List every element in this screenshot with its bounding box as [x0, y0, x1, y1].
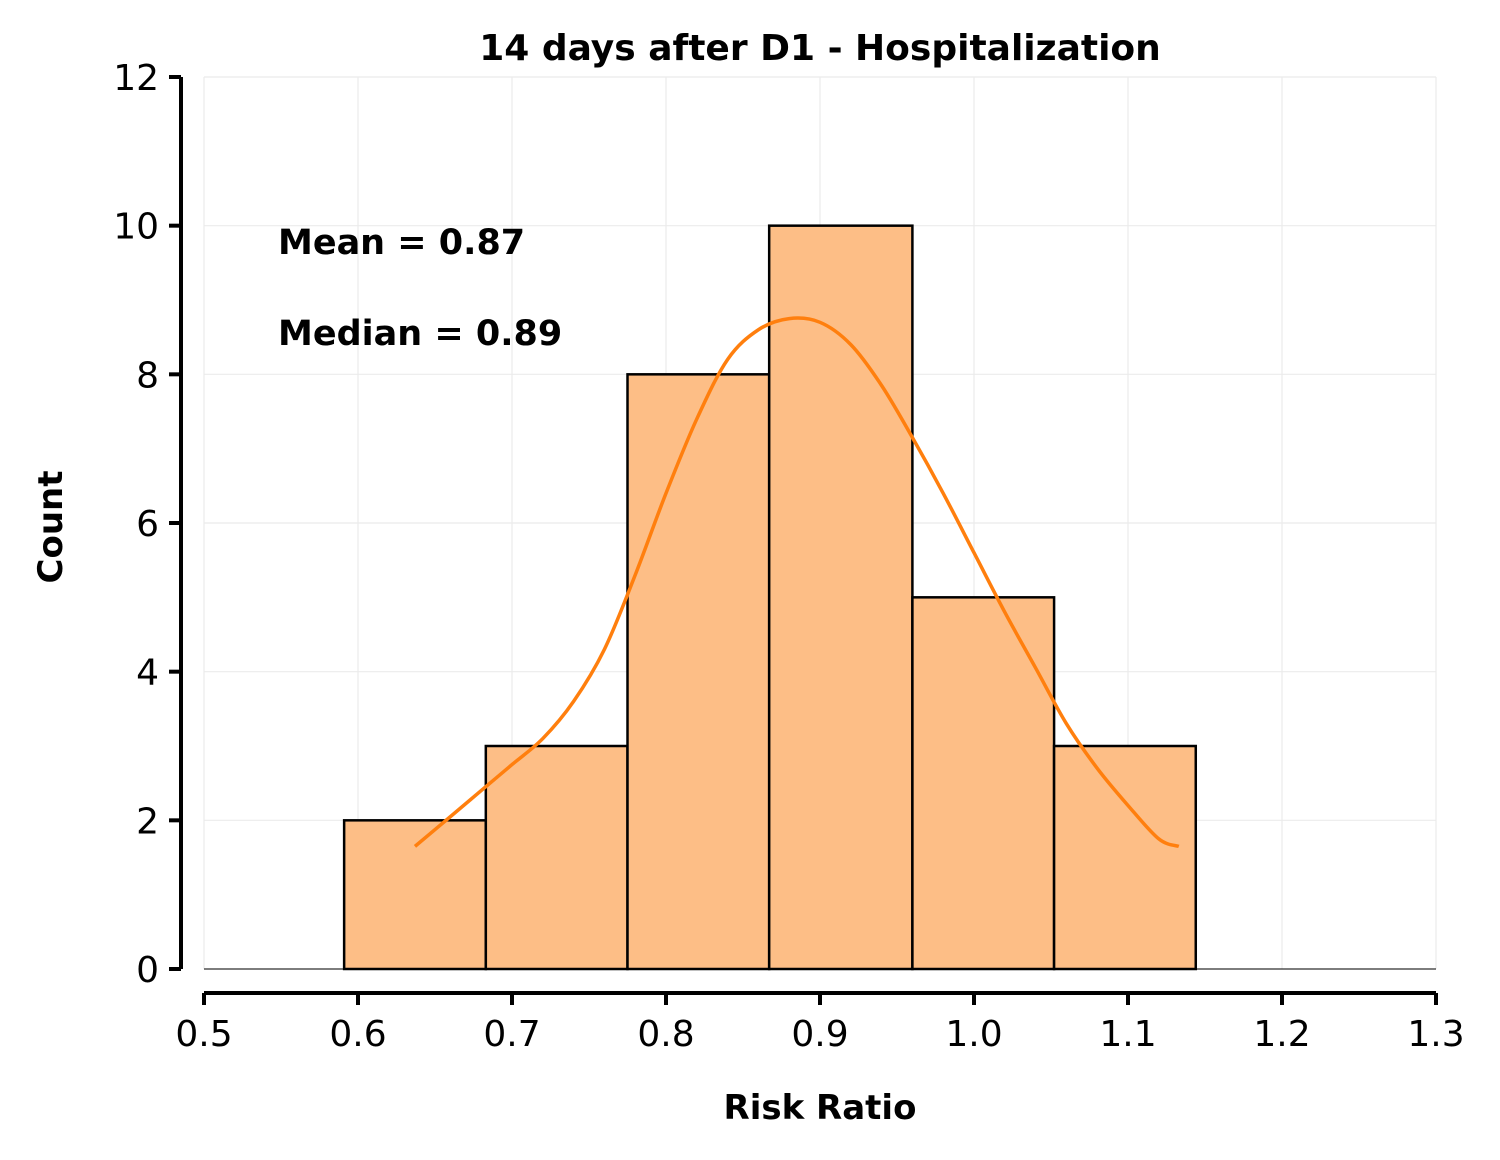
x-tick-label: 1.2	[1253, 1014, 1310, 1055]
histogram-bar-3	[767, 224, 914, 971]
x-tick-label: 1.1	[1099, 1014, 1156, 1055]
x-axis-label: Risk Ratio	[724, 1088, 917, 1128]
x-tick-label: 0.6	[329, 1014, 386, 1055]
y-tick-label: 2	[136, 801, 159, 842]
chart-title: 14 days after D1 - Hospitalization	[479, 28, 1161, 69]
x-tick-label: 1.0	[945, 1014, 1002, 1055]
y-tick-label: 0	[136, 950, 159, 991]
y-tick-label: 6	[136, 504, 159, 545]
x-tick-label: 1.3	[1407, 1014, 1464, 1055]
kde-curve	[413, 316, 1180, 849]
mean-annotation: Mean = 0.87	[278, 223, 525, 263]
x-axis: 0.5 0.6 0.7 0.8 0.9 1.0 1.1 1.2 1.3	[175, 991, 1465, 1055]
histogram-bar-4	[911, 596, 1056, 971]
x-tick-label: 0.8	[637, 1014, 694, 1055]
median-annotation: Median = 0.89	[278, 314, 562, 354]
y-axis: 0 2 4 6 8 10 12	[113, 58, 183, 991]
histogram-bar-1	[484, 744, 629, 971]
y-tick-label: 4	[136, 653, 159, 694]
x-tick-label: 0.9	[791, 1014, 848, 1055]
histogram-bar-5	[1052, 744, 1198, 971]
histogram-bar-2	[626, 373, 771, 971]
x-tick-label: 0.5	[175, 1014, 232, 1055]
histogram-bar-0	[342, 819, 488, 971]
y-axis-label: Count	[31, 471, 71, 584]
y-tick-label: 10	[113, 207, 159, 248]
y-tick-label: 12	[113, 58, 159, 99]
x-tick-label: 0.7	[483, 1014, 540, 1055]
histogram-bars	[342, 224, 1198, 971]
y-tick-label: 8	[136, 355, 159, 396]
